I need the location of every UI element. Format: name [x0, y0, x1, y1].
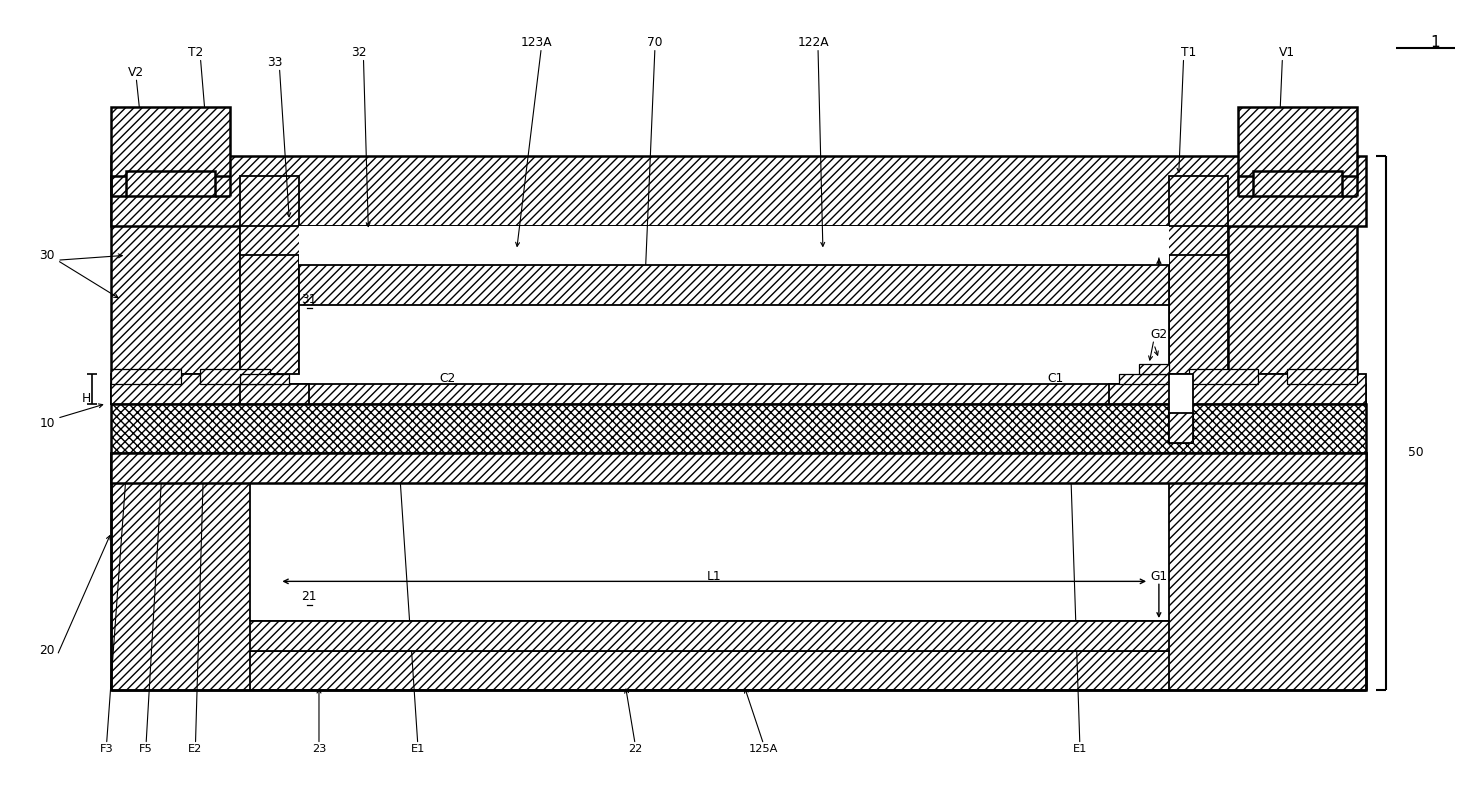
Text: 33: 33: [267, 56, 282, 69]
Text: G1: G1: [1151, 570, 1167, 583]
Bar: [112, 107, 230, 176]
Text: V2: V2: [128, 66, 144, 79]
Text: F5: F5: [139, 744, 153, 755]
Bar: [112, 176, 239, 374]
Text: 31: 31: [301, 293, 317, 306]
Bar: [1189, 374, 1367, 404]
Bar: [112, 369, 181, 384]
Bar: [239, 176, 299, 374]
Text: T2: T2: [188, 46, 203, 59]
Bar: [239, 384, 310, 404]
Bar: [126, 171, 216, 196]
Bar: [112, 384, 1367, 404]
Text: 123A: 123A: [521, 36, 552, 49]
Text: 32: 32: [351, 46, 366, 59]
Bar: [1169, 374, 1193, 443]
Text: H: H: [82, 392, 91, 405]
Bar: [201, 369, 270, 384]
Bar: [1139, 364, 1169, 374]
Bar: [250, 462, 1169, 680]
Text: G2: G2: [1151, 328, 1167, 341]
Bar: [1229, 176, 1356, 374]
Text: E1: E1: [411, 744, 424, 755]
Text: V1: V1: [1279, 46, 1295, 59]
Text: 70: 70: [647, 36, 662, 49]
Text: 20: 20: [40, 644, 54, 657]
Bar: [1120, 374, 1169, 384]
Bar: [299, 226, 1169, 374]
Text: 1: 1: [1431, 36, 1440, 50]
Bar: [250, 650, 1169, 690]
Text: 10: 10: [40, 416, 54, 430]
Bar: [1252, 171, 1342, 196]
Text: C1: C1: [1047, 372, 1063, 385]
Bar: [112, 404, 1367, 453]
Bar: [112, 453, 1367, 483]
Text: T1: T1: [1180, 46, 1196, 59]
Bar: [1189, 369, 1258, 384]
Bar: [250, 621, 1169, 650]
Text: E2: E2: [188, 744, 203, 755]
Bar: [250, 483, 1169, 621]
Bar: [239, 226, 1229, 255]
Bar: [112, 374, 279, 404]
Bar: [1169, 413, 1193, 443]
Text: 122A: 122A: [797, 36, 829, 49]
Text: 21: 21: [301, 590, 317, 603]
Text: C2: C2: [439, 372, 455, 385]
Text: 22: 22: [628, 744, 643, 755]
Bar: [112, 453, 1367, 690]
Bar: [1169, 176, 1229, 374]
Text: 125A: 125A: [749, 744, 778, 755]
Text: 23: 23: [311, 744, 326, 755]
Bar: [1238, 107, 1356, 176]
Bar: [1287, 369, 1356, 384]
Text: 30: 30: [40, 249, 54, 261]
Bar: [239, 374, 289, 384]
Text: 50: 50: [1408, 446, 1424, 459]
Bar: [112, 157, 1367, 226]
Text: L1: L1: [708, 570, 722, 583]
Text: E1: E1: [1073, 744, 1086, 755]
Text: F3: F3: [100, 744, 113, 755]
Bar: [1110, 384, 1189, 404]
Bar: [299, 266, 1169, 305]
